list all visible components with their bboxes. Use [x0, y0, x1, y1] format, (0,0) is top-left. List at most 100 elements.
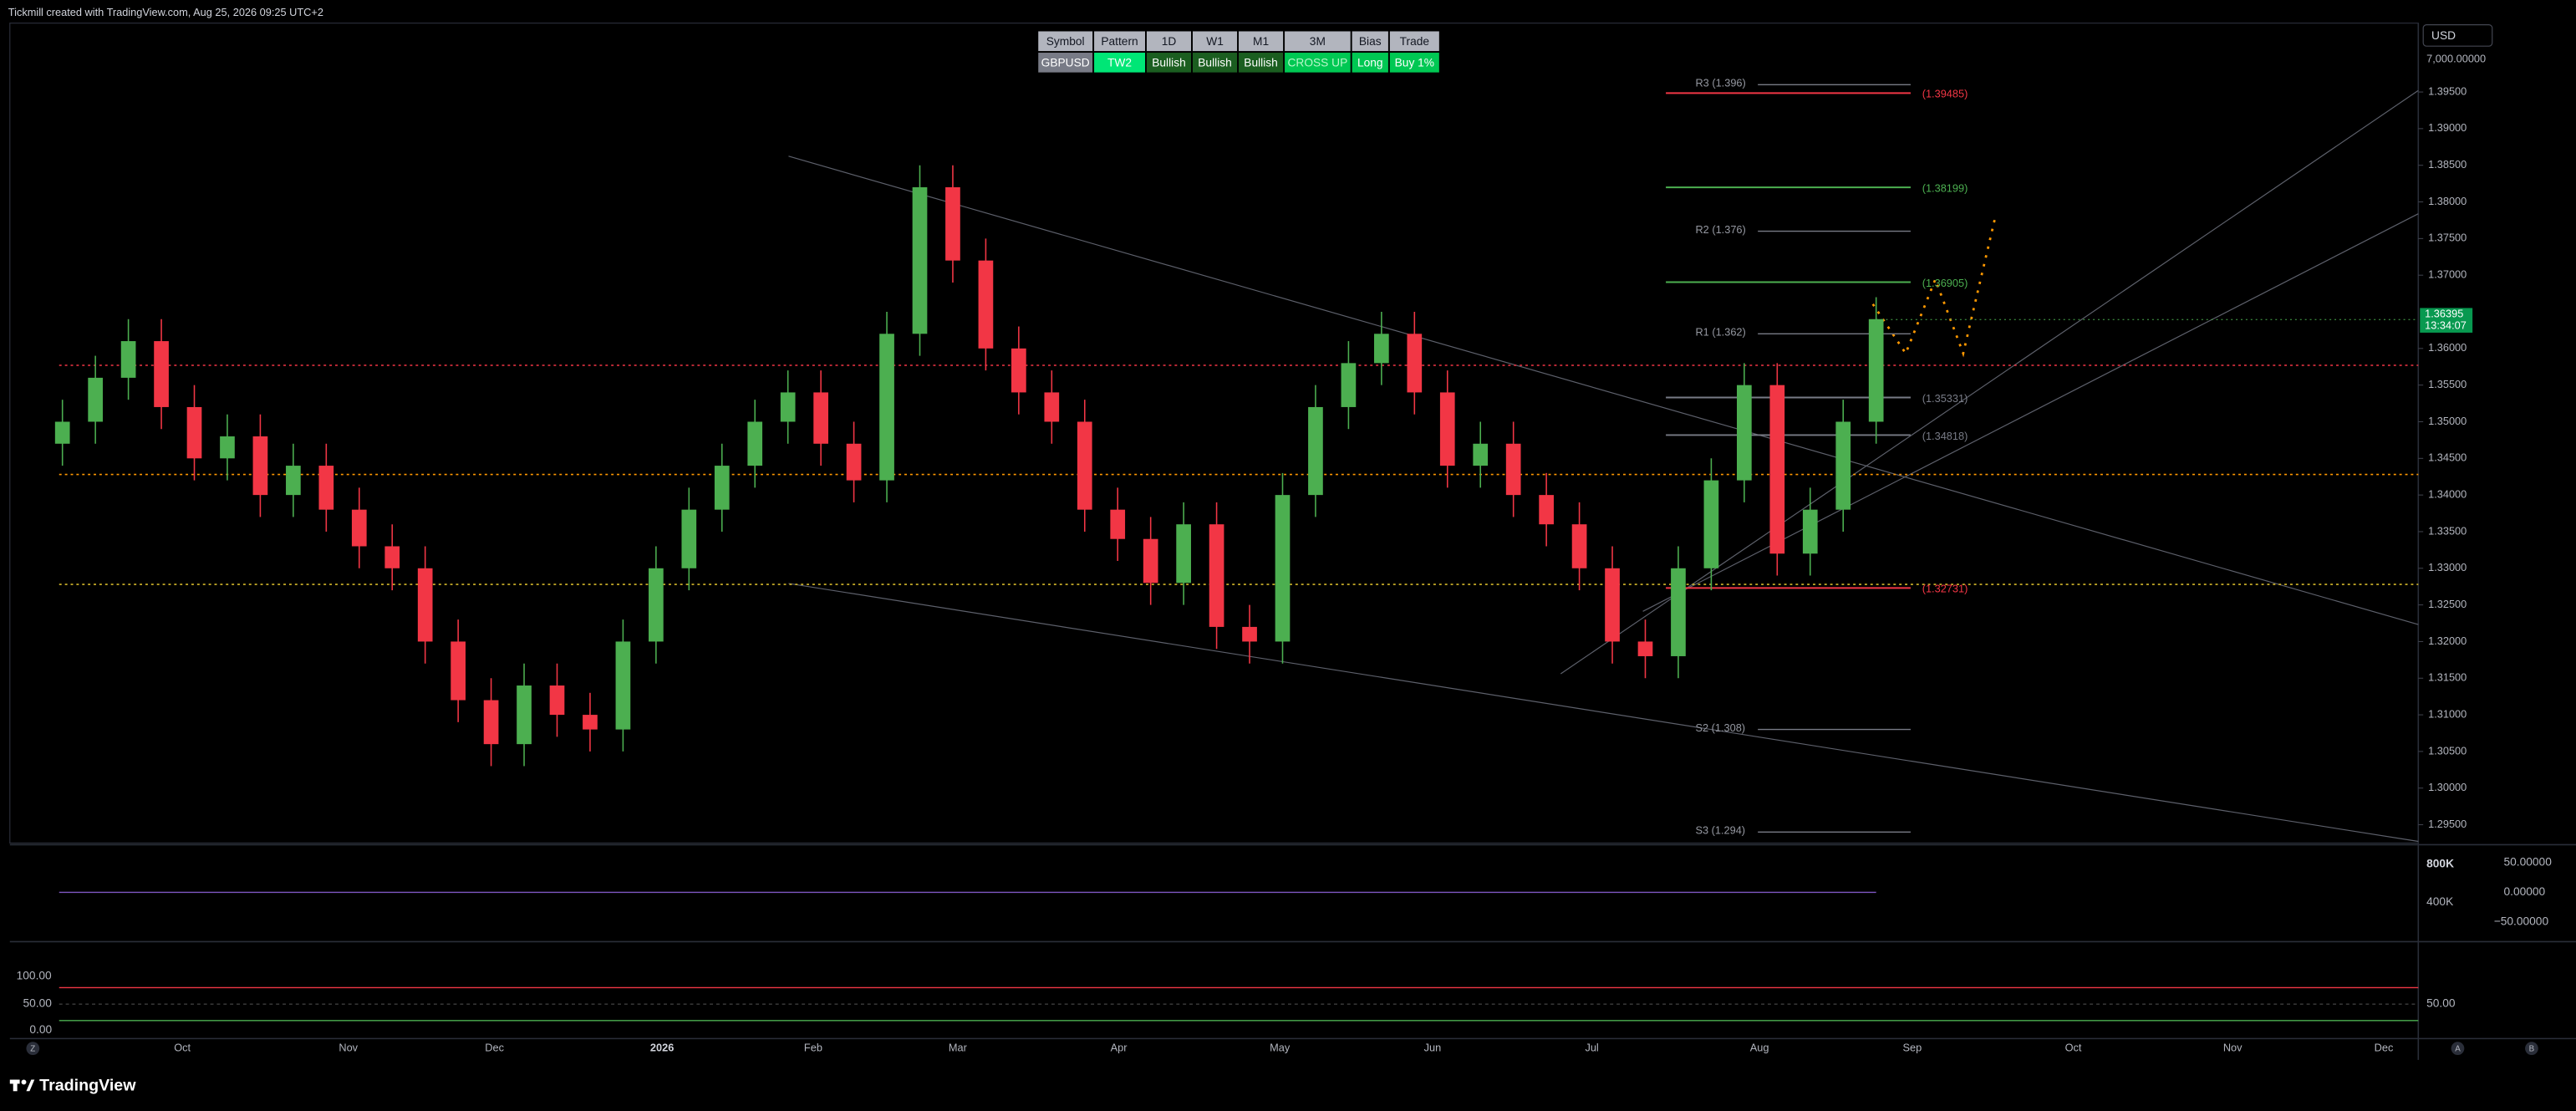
candle-body: [1077, 421, 1092, 510]
table-cell-text: Bullish: [1244, 56, 1278, 69]
candle-body: [318, 466, 334, 510]
candle-body: [1209, 524, 1224, 627]
table-header-cell: [1192, 31, 1238, 52]
x-tick-label: Sep: [1903, 1042, 1922, 1054]
oscillator-label: −50.00000: [2494, 915, 2549, 927]
candle-body: [1275, 495, 1291, 642]
nav-button[interactable]: [26, 1042, 40, 1056]
stoch-label: 100.00: [17, 969, 52, 981]
candle-body: [351, 509, 367, 547]
candle-body: [1835, 421, 1851, 510]
table-cell-text: Bullish: [1152, 56, 1186, 69]
x-tick-label: Dec: [2375, 1042, 2394, 1054]
table-cell: [1192, 53, 1238, 73]
volume-label: 800K: [2426, 858, 2454, 870]
nav-label[interactable]: A: [2455, 1045, 2461, 1054]
candle-body: [1341, 363, 1357, 407]
candle-body: [1737, 385, 1752, 481]
table-cell: [1389, 53, 1439, 73]
x-tick-label: Jun: [1424, 1042, 1442, 1054]
candle-body: [1176, 524, 1191, 584]
candle-body: [1044, 392, 1060, 422]
scale-label: 7,000.00000: [2426, 52, 2486, 64]
table-cell-text: TW2: [1107, 56, 1132, 69]
candle-body: [1868, 319, 1884, 422]
candle-body: [384, 546, 400, 568]
y-tick-label: 1.36000: [2428, 341, 2467, 354]
table-cell-text: CROSS UP: [1287, 56, 1347, 69]
candle-body: [252, 436, 268, 496]
candle-body: [1011, 348, 1026, 393]
level-label: (1.34818): [1922, 430, 1968, 442]
candle-body: [54, 421, 70, 444]
nav-label[interactable]: B: [2529, 1045, 2535, 1054]
candle-body: [286, 466, 301, 496]
y-tick-label: 1.37000: [2428, 268, 2467, 281]
table-header-text: Trade: [1400, 35, 1430, 48]
y-tick-label: 1.32000: [2428, 634, 2467, 647]
table-cell: [1094, 53, 1145, 73]
y-tick-label: 1.35000: [2428, 415, 2467, 427]
x-tick-label: Apr: [1111, 1042, 1128, 1054]
candle-body: [813, 392, 828, 444]
y-tick-label: 1.34000: [2428, 488, 2467, 501]
caption: Tickmill created with TradingView.com, A…: [8, 6, 323, 18]
candle-body: [714, 466, 730, 510]
y-tick-label: 1.33000: [2428, 561, 2467, 573]
y-tick-label: 1.31500: [2428, 671, 2467, 684]
candle-body: [483, 700, 499, 745]
candle-body: [681, 509, 697, 568]
x-tick-label: Dec: [485, 1042, 504, 1054]
y-tick-label: 1.39000: [2428, 121, 2467, 134]
countdown-label: 13:34:07: [2425, 319, 2467, 331]
candles: [54, 165, 1884, 767]
candle-body: [417, 568, 433, 642]
level-label: (1.38199): [1922, 181, 1968, 194]
nav-button[interactable]: [2451, 1042, 2465, 1056]
currency-label[interactable]: USD: [2431, 29, 2456, 42]
currency-button[interactable]: [2422, 24, 2493, 47]
y-tick-label: 1.38500: [2428, 158, 2467, 171]
table-header-text: W1: [1206, 35, 1224, 48]
pivot-label: R2 (1.376): [1695, 223, 1745, 236]
nav-button[interactable]: [2525, 1042, 2538, 1056]
pivot-label: S2 (1.308): [1695, 721, 1745, 734]
level-label: (1.32731): [1922, 583, 1968, 595]
y-tick-label: 1.31000: [2428, 707, 2467, 720]
x-tick-label: Feb: [804, 1042, 822, 1054]
candle-body: [154, 341, 169, 407]
table-cell-text: Long: [1357, 56, 1383, 69]
candle-body: [1505, 443, 1521, 496]
brand-name: TradingView: [39, 1077, 136, 1095]
x-tick-label: May: [1270, 1042, 1291, 1054]
candle-body: [549, 685, 565, 716]
candle-body: [1308, 406, 1323, 496]
table-header-text: 3M: [1310, 35, 1326, 48]
candle-body: [1571, 524, 1587, 568]
table-cell-text: Buy 1%: [1395, 56, 1434, 69]
table-header-cell: [1239, 31, 1284, 52]
table-header-cell: [1389, 31, 1439, 52]
table-header-text: M1: [1253, 35, 1269, 48]
table-header-text: Pattern: [1101, 35, 1138, 48]
table-cell: [1038, 53, 1093, 73]
y-tick-label: 1.34500: [2428, 451, 2467, 464]
pivot-label: R3 (1.396): [1695, 77, 1745, 89]
candle-body: [1242, 626, 1257, 642]
candle-body: [879, 334, 894, 481]
candle-body: [1539, 495, 1554, 525]
y-tick-label: 1.29500: [2428, 818, 2467, 830]
level-label: (1.39485): [1922, 88, 1968, 100]
nav-label[interactable]: Z: [30, 1045, 35, 1054]
candle-body: [649, 568, 664, 642]
y-tick-label: 1.38000: [2428, 195, 2467, 207]
candle-body: [88, 377, 103, 422]
y-tick-label: 1.33500: [2428, 524, 2467, 537]
stoch-label: 50.00: [2426, 997, 2456, 1010]
candle-body: [1407, 334, 1423, 393]
y-tick-label: 1.30000: [2428, 781, 2467, 793]
level-label: (1.35331): [1922, 392, 1968, 405]
table-header-text: Bias: [1359, 35, 1382, 48]
y-tick-label: 1.32500: [2428, 598, 2467, 610]
